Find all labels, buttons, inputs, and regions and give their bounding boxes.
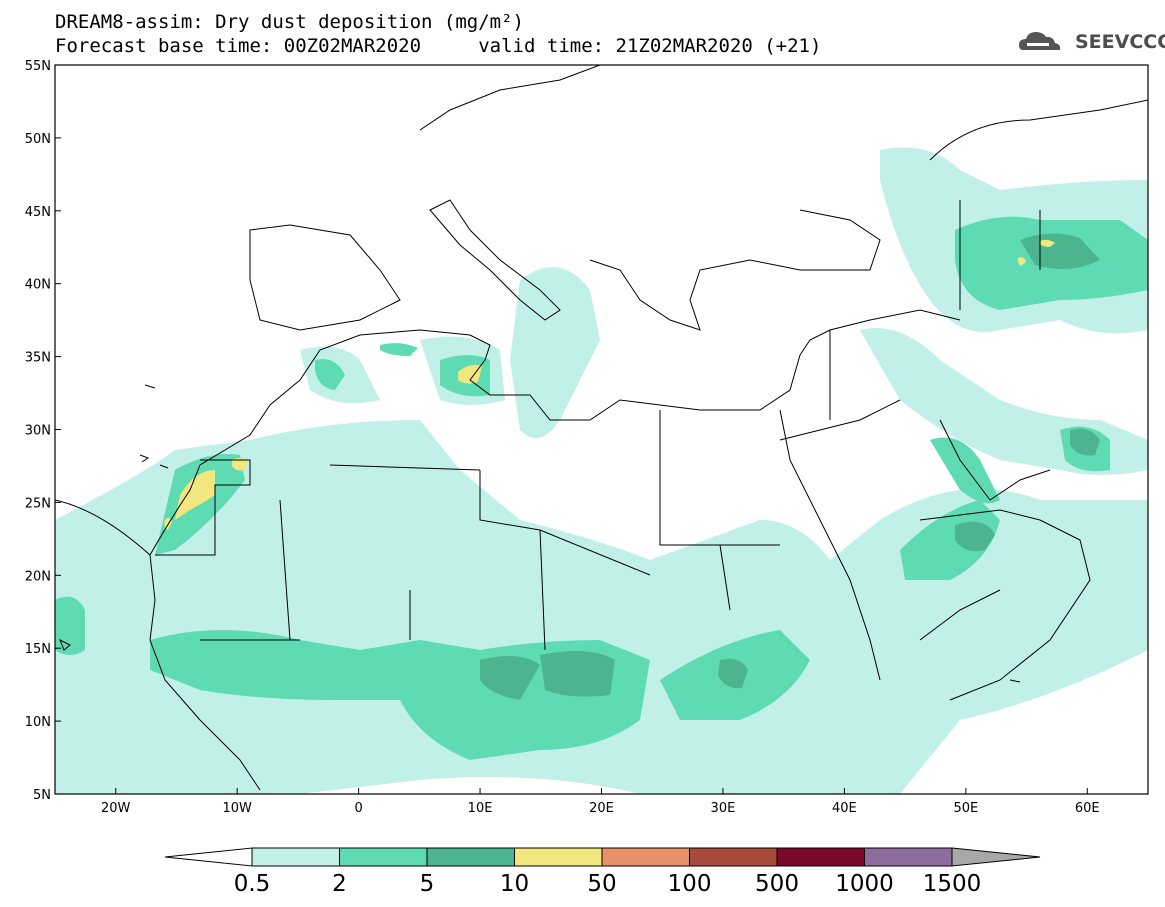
lon-tick-label: 0	[354, 801, 362, 816]
logo-text: SEEVCCC	[1075, 31, 1165, 53]
lat-tick-label: 40N	[25, 278, 51, 293]
lat-tick-label: 30N	[25, 424, 51, 439]
colorbar-label: 2	[332, 871, 347, 897]
colorbar-high-arrow	[951, 847, 1041, 867]
colorbar-bin	[601, 847, 690, 867]
colorbar-label: 100	[667, 871, 712, 897]
latitude-axis: 55N 50N 45N 40N 35N 30N 25N 20N 15N 10N 5N	[25, 59, 61, 803]
longitude-axis: 20W 10W 0 10E 20E 30E 40E 50E 60E	[101, 788, 1100, 816]
lat-tick-label: 15N	[25, 642, 51, 657]
map-title: DREAM8-assim: Dry dust deposition (mg/m²…	[55, 11, 524, 33]
colorbar-label: 50	[587, 871, 617, 897]
lon-tick-label: 20W	[101, 801, 131, 816]
lat-tick-label: 55N	[25, 59, 51, 74]
lat-tick-label: 20N	[25, 569, 51, 584]
colorbar-low-arrow	[164, 847, 253, 867]
colorbar-bin	[426, 847, 515, 867]
lon-tick-label: 10E	[468, 801, 493, 816]
lon-tick-label: 60E	[1075, 801, 1100, 816]
lat-tick-label: 50N	[25, 132, 51, 147]
forecast-time-subtitle: Forecast base time: 00Z02MAR2020 valid t…	[55, 35, 822, 57]
lon-tick-label: 50E	[953, 801, 978, 816]
colorbar-label: 500	[755, 871, 799, 897]
cloud-logo-icon	[1019, 32, 1061, 50]
colorbar-bin	[776, 847, 865, 867]
lat-tick-label: 25N	[25, 496, 51, 511]
colorbar-bin	[251, 847, 340, 867]
colorbar-label: 10	[499, 871, 530, 897]
dust-field	[55, 65, 1148, 794]
colorbar-bin	[689, 847, 778, 867]
colorbar-bin	[339, 847, 428, 867]
lat-tick-label: 10N	[25, 715, 51, 730]
lon-tick-label: 20E	[589, 801, 614, 816]
colorbar-label: 0.5	[233, 871, 271, 897]
lat-tick-label: 45N	[25, 205, 51, 220]
colorbar-bin	[864, 847, 953, 867]
lon-tick-label: 40E	[832, 801, 857, 816]
colorbar-label: 5	[419, 871, 435, 897]
lon-tick-label: 30E	[711, 801, 736, 816]
colorbar-label: 1000	[835, 871, 894, 897]
colorbar	[164, 847, 1041, 867]
lat-tick-label: 5N	[33, 788, 51, 803]
colorbar-label: 1500	[922, 871, 982, 897]
lon-tick-label: 10W	[222, 801, 252, 816]
lat-tick-label: 35N	[25, 351, 51, 366]
colorbar-bin	[514, 847, 603, 867]
